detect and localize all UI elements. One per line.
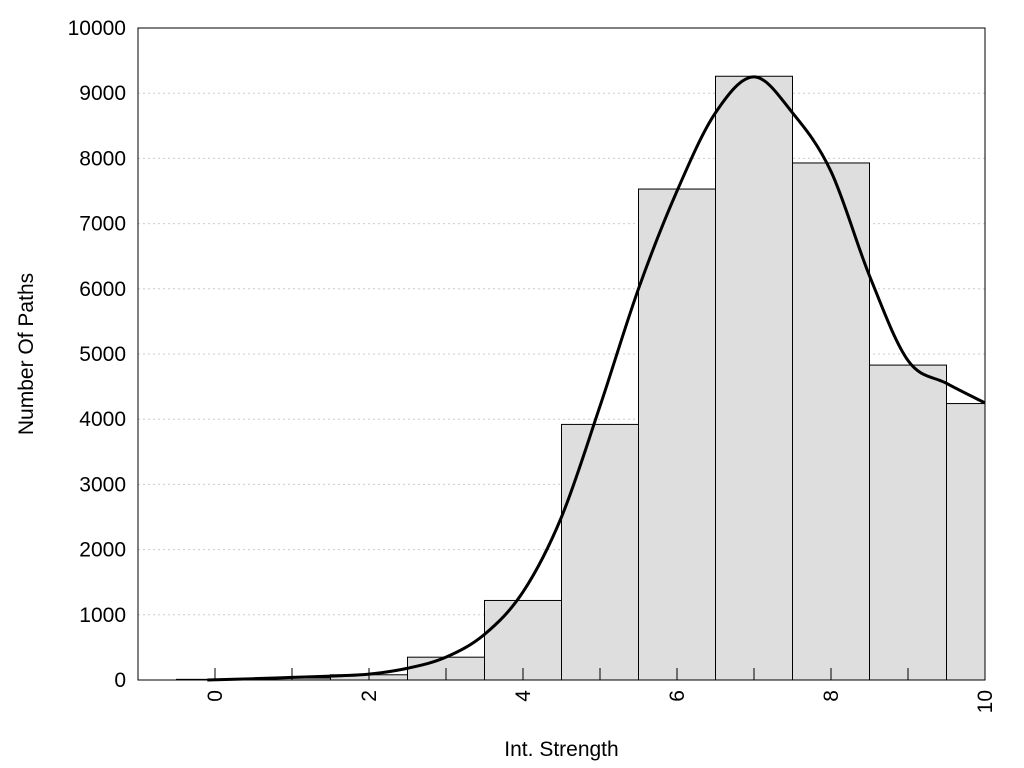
y-axis-title: Number Of Paths	[15, 273, 38, 435]
y-tick-label: 2000	[79, 539, 126, 562]
x-tick-label: 6	[666, 690, 689, 702]
y-axis-ticks: 0 1000 2000 3000 4000 5000 6000 7000 8000 9000 100…	[68, 17, 126, 692]
x-tick-label: 0	[204, 690, 227, 702]
x-axis-ticks: 0 2 4 6 8 10	[204, 668, 997, 713]
y-tick-label: 6000	[79, 278, 126, 301]
x-axis-title: Int. Strength	[504, 738, 618, 761]
y-tick-label: 10000	[68, 17, 126, 40]
density-curve	[207, 75, 986, 682]
bar	[561, 423, 639, 681]
y-tick-label: 9000	[79, 82, 126, 105]
density-line	[207, 75, 986, 682]
y-tick-label: 5000	[79, 343, 126, 366]
bar	[869, 364, 947, 681]
y-tick-label: 0	[114, 669, 126, 692]
bar	[638, 188, 716, 681]
bar	[715, 75, 793, 681]
x-tick-label: 4	[512, 690, 535, 702]
x-tick-label: 10	[974, 690, 997, 713]
y-tick-label: 4000	[79, 408, 126, 431]
y-tick-label: 1000	[79, 604, 126, 627]
y-tick-label: 3000	[79, 473, 126, 496]
bar	[946, 403, 986, 681]
y-tick-label: 8000	[79, 147, 126, 170]
y-tick-label: 7000	[79, 213, 126, 236]
x-tick-label: 2	[358, 690, 381, 702]
plot-frame	[137, 27, 986, 681]
bars	[176, 75, 986, 681]
x-tick-label: 8	[820, 690, 843, 702]
